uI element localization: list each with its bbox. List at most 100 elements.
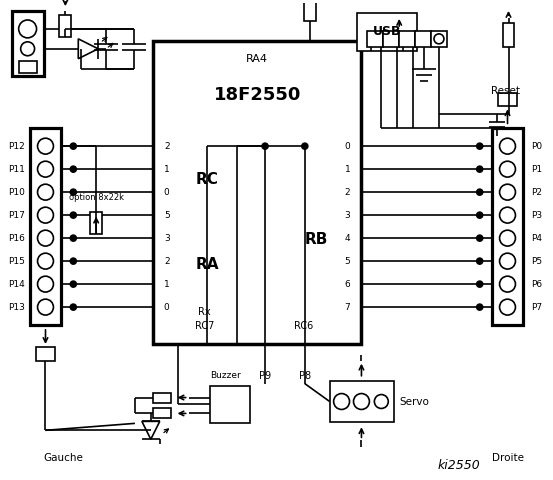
Text: P15: P15 [8, 257, 25, 265]
Circle shape [477, 143, 483, 149]
Bar [330, 381, 394, 422]
Circle shape [38, 184, 54, 200]
Text: P16: P16 [8, 234, 25, 242]
Circle shape [499, 299, 515, 315]
Text: option 8x22k: option 8x22k [69, 193, 124, 203]
Text: P2: P2 [531, 188, 542, 197]
Bar [211, 385, 250, 423]
Bar [304, 0, 316, 21]
Text: P0: P0 [531, 142, 542, 151]
Bar [415, 31, 431, 47]
Circle shape [499, 138, 515, 154]
Text: Rx: Rx [198, 307, 211, 317]
Bar [383, 31, 399, 47]
Bar [357, 13, 417, 51]
Text: 5: 5 [345, 257, 351, 265]
Polygon shape [142, 421, 160, 439]
Text: 3: 3 [164, 234, 170, 242]
Circle shape [38, 276, 54, 292]
Text: 18F2550: 18F2550 [213, 86, 301, 105]
Text: P13: P13 [8, 302, 25, 312]
Text: RC6: RC6 [294, 321, 314, 331]
Text: 0: 0 [164, 302, 170, 312]
Circle shape [70, 281, 76, 287]
Circle shape [353, 394, 369, 409]
Circle shape [38, 299, 54, 315]
Text: 1: 1 [164, 165, 170, 174]
Text: 1: 1 [345, 165, 351, 174]
Text: 0: 0 [345, 142, 351, 151]
Bar [492, 128, 523, 325]
Circle shape [262, 143, 268, 149]
Text: Gauche: Gauche [44, 453, 84, 463]
Bar [35, 347, 55, 361]
Text: ki2550: ki2550 [437, 458, 480, 471]
Bar [30, 128, 61, 325]
Circle shape [499, 184, 515, 200]
Circle shape [499, 161, 515, 177]
Circle shape [19, 20, 36, 38]
Circle shape [477, 212, 483, 218]
Text: 7: 7 [345, 302, 351, 312]
Text: 5: 5 [164, 211, 170, 220]
Text: Buzzer: Buzzer [210, 371, 241, 380]
Text: RA: RA [196, 257, 219, 272]
Text: P6: P6 [531, 280, 542, 288]
Bar [153, 393, 171, 403]
Bar [153, 408, 171, 419]
Circle shape [70, 143, 76, 149]
Bar [431, 31, 447, 47]
Circle shape [477, 258, 483, 264]
Bar [153, 41, 362, 344]
Circle shape [434, 34, 444, 44]
Text: USB: USB [373, 25, 401, 38]
Circle shape [477, 304, 483, 310]
Circle shape [374, 395, 388, 408]
Text: 3: 3 [345, 211, 351, 220]
Text: Servo: Servo [399, 396, 429, 407]
Bar [90, 212, 102, 234]
Circle shape [38, 207, 54, 223]
Circle shape [477, 166, 483, 172]
Circle shape [70, 166, 76, 172]
Circle shape [38, 253, 54, 269]
Circle shape [38, 161, 54, 177]
Text: P8: P8 [299, 371, 311, 381]
Circle shape [70, 304, 76, 310]
Bar [498, 93, 518, 107]
Circle shape [477, 235, 483, 241]
Text: RC7: RC7 [195, 321, 214, 331]
Text: P9: P9 [259, 371, 271, 381]
Circle shape [333, 394, 349, 409]
Circle shape [70, 189, 76, 195]
Bar [59, 15, 71, 37]
Circle shape [302, 143, 308, 149]
Circle shape [70, 235, 76, 241]
Text: 2: 2 [345, 188, 351, 197]
Text: P17: P17 [8, 211, 25, 220]
Circle shape [38, 230, 54, 246]
Bar [19, 60, 36, 72]
Polygon shape [79, 39, 98, 59]
Circle shape [499, 207, 515, 223]
Text: P4: P4 [531, 234, 542, 242]
Circle shape [499, 253, 515, 269]
Text: Droite: Droite [492, 453, 524, 463]
Text: 2: 2 [164, 257, 170, 265]
Bar [399, 31, 415, 47]
Text: Reset: Reset [491, 85, 520, 96]
Text: P11: P11 [8, 165, 25, 174]
Text: P14: P14 [8, 280, 25, 288]
Text: P3: P3 [531, 211, 542, 220]
Circle shape [477, 281, 483, 287]
Text: RA4: RA4 [246, 54, 268, 64]
Circle shape [477, 189, 483, 195]
Text: 4: 4 [345, 234, 351, 242]
Bar [12, 11, 44, 76]
Text: 2: 2 [164, 142, 170, 151]
Text: P1: P1 [531, 165, 542, 174]
Circle shape [20, 42, 34, 56]
Text: P7: P7 [531, 302, 542, 312]
Circle shape [70, 258, 76, 264]
Text: RC: RC [196, 172, 219, 187]
